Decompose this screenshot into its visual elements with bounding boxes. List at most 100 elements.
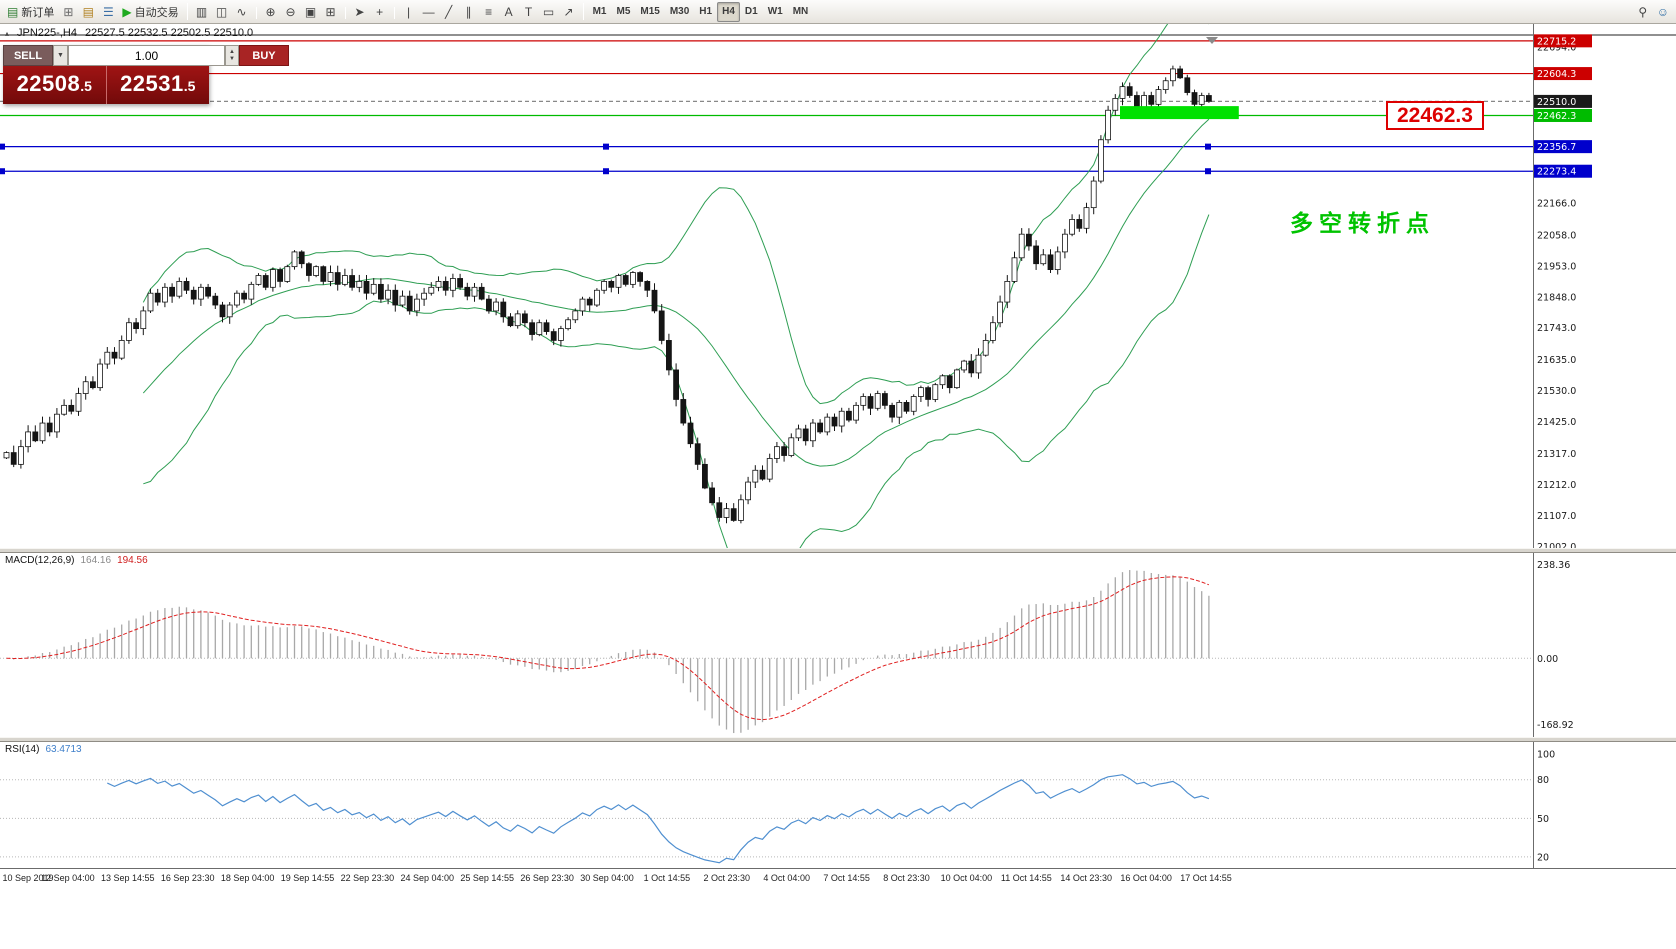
timeframe-h4[interactable]: H4: [717, 1, 740, 22]
timeframe-d1[interactable]: D1: [740, 2, 763, 22]
chart-annotation: 多空转折点: [1290, 210, 1435, 236]
time-label: 10 Sep 2019: [2, 873, 54, 883]
volume-dropdown-button[interactable]: ▼: [53, 45, 68, 66]
auto-arrange-icon: ▣: [304, 4, 317, 19]
time-axis[interactable]: 10 Sep 2019 12 Sep 04:00 13 Sep 14:55 16 Se…: [0, 868, 1676, 890]
spin-up-icon: ▲: [229, 48, 235, 55]
price-tick: 21743.0: [1537, 323, 1576, 334]
cursor-button[interactable]: ➤: [350, 2, 370, 22]
cursor-icon: ➤: [354, 4, 365, 19]
tile-windows-button[interactable]: ⊞: [321, 2, 341, 22]
rsi-axis-label: 20: [1537, 852, 1549, 863]
timeframe-h1[interactable]: H1: [694, 2, 717, 22]
channel-icon: ∥: [465, 4, 472, 19]
panel-separator[interactable]: [0, 737, 1676, 742]
line-chart-button[interactable]: ∿: [232, 2, 252, 22]
time-label: 25 Sep 14:55: [460, 873, 514, 883]
main-chart[interactable]: 22694.0 22166.0 22058.0 21953.0 21848.0 21743…: [0, 24, 1676, 548]
macd-axis-label: 238.36: [1537, 560, 1570, 571]
text-button[interactable]: A: [499, 2, 519, 22]
horizontal-line-button[interactable]: ―: [419, 2, 439, 22]
bar-chart-button[interactable]: ▥: [192, 2, 212, 22]
line-handle[interactable]: [0, 168, 5, 175]
search-button[interactable]: ⚲: [1633, 2, 1653, 22]
vertical-line-button[interactable]: |: [399, 2, 419, 22]
fibonacci-icon: ≡: [485, 4, 493, 19]
auto-arrange-button[interactable]: ▣: [301, 2, 321, 22]
new-order-button[interactable]: ▤ 新订单: [3, 2, 58, 22]
crosshair-icon: +: [376, 4, 384, 19]
label-icon: T: [524, 4, 533, 19]
charts-grid-button[interactable]: ⊞: [58, 2, 78, 22]
spin-down-icon: ▼: [229, 55, 235, 62]
shapes-button[interactable]: ▭: [539, 2, 559, 22]
macd-axis-label: -168.92: [1537, 720, 1574, 731]
buy-price-frac: .5: [183, 78, 196, 94]
sell-button[interactable]: SELL: [3, 45, 53, 66]
time-label: 14 Oct 23:30: [1060, 873, 1112, 883]
bollinger-upper-band: [142, 24, 1209, 405]
arrows-button[interactable]: ↗: [559, 2, 579, 22]
timeframe-mn[interactable]: MN: [788, 2, 814, 22]
macd-axis-label: 0.00: [1537, 654, 1558, 665]
timeframe-m15[interactable]: M15: [635, 2, 664, 22]
line-handle[interactable]: [603, 168, 609, 175]
line-handle[interactable]: [1205, 168, 1211, 175]
toolbar-separator: [186, 3, 188, 20]
label-button[interactable]: T: [519, 2, 539, 22]
line-handle[interactable]: [1205, 143, 1211, 150]
buy-price-main: 22531: [120, 71, 184, 96]
panel-separator[interactable]: [0, 548, 1676, 553]
volume-input[interactable]: [68, 45, 225, 66]
rsi-header: RSI(14) 63.4713: [5, 744, 82, 755]
time-label: 19 Sep 14:55: [280, 873, 335, 883]
market-watch-button[interactable]: ☰: [98, 2, 118, 22]
profiles-button[interactable]: ▤: [78, 2, 98, 22]
timeframe-m30[interactable]: M30: [665, 2, 694, 22]
price-badge-label: 22273.4: [1537, 167, 1576, 178]
channel-button[interactable]: ∥: [459, 2, 479, 22]
rsi-axis-label: 100: [1537, 750, 1555, 761]
crosshair-button[interactable]: +: [370, 2, 390, 22]
rsi-axis-label: 80: [1537, 775, 1549, 786]
timeframe-w1[interactable]: W1: [763, 2, 788, 22]
macd-header: MACD(12,26,9) 164.16 194.56: [5, 555, 148, 566]
chart-header: ▴ JPN225-,H4 22527.5 22532.5 22502.5 225…: [5, 27, 253, 39]
price-tick: 21002.0: [1537, 542, 1576, 548]
sell-price[interactable]: 22508 .5: [3, 66, 106, 104]
help-button[interactable]: ☺: [1653, 2, 1673, 22]
auto-trading-button[interactable]: ▶ 自动交易: [118, 2, 182, 22]
timeframe-m5[interactable]: M5: [611, 2, 635, 22]
candles: [3, 65, 1212, 524]
ohlc-values: 22527.5 22532.5 22502.5 22510.0: [84, 27, 254, 39]
zoom-out-button[interactable]: ⊖: [281, 2, 301, 22]
support-highlight-rect[interactable]: [1120, 106, 1239, 120]
oct-collapse-icon[interactable]: ▴: [5, 28, 10, 38]
sell-price-frac: .5: [80, 78, 92, 94]
time-label: 2 Oct 23:30: [703, 873, 751, 883]
buy-price[interactable]: 22531 .5: [107, 66, 210, 104]
price-tick: 21317.0: [1537, 449, 1576, 460]
macd-signal-line: [6, 576, 1210, 721]
line-handle[interactable]: [603, 143, 609, 150]
time-label: 17 Oct 14:55: [1180, 873, 1232, 883]
play-icon: ▶: [122, 4, 132, 19]
volume-stepper[interactable]: ▲ ▼: [225, 45, 239, 66]
price-badge: [1534, 34, 1592, 48]
price-badge: [1534, 108, 1592, 122]
price-tick: 21530.0: [1537, 386, 1576, 397]
zoom-in-button[interactable]: ⊕: [261, 2, 281, 22]
charts-grid-icon: ⊞: [63, 4, 74, 19]
fibonacci-button[interactable]: ≡: [479, 2, 499, 22]
line-handle[interactable]: [0, 143, 5, 150]
timeframe-m1[interactable]: M1: [588, 2, 612, 22]
macd-panel[interactable]: 238.36 0.00 -168.92: [0, 553, 1676, 737]
buy-button[interactable]: BUY: [239, 45, 289, 66]
rsi-panel[interactable]: 100 80 50 20: [0, 742, 1676, 868]
time-label: 12 Sep 04:00: [41, 873, 95, 883]
time-label: 30 Sep 04:00: [580, 873, 634, 883]
trendline-button[interactable]: ╱: [439, 2, 459, 22]
zoom-in-icon: ⊕: [265, 4, 276, 19]
candlestick-chart-button[interactable]: ◫: [212, 2, 232, 22]
price-badge-label: 22604.3: [1537, 69, 1576, 80]
